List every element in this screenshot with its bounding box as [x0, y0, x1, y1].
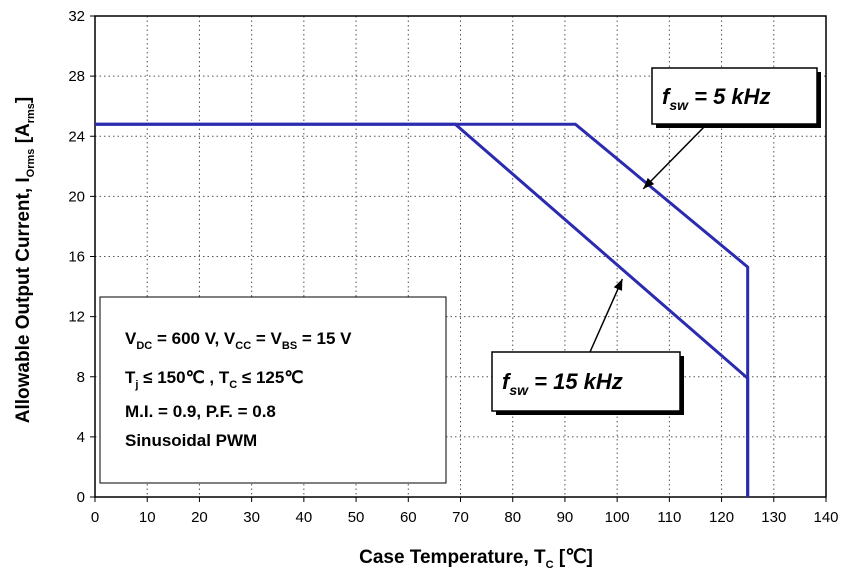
x-tick-label: 70	[452, 509, 469, 526]
x-tick-label: 110	[657, 509, 681, 526]
callout-box	[651, 67, 818, 125]
series-line	[95, 122, 750, 497]
x-tick-label: 90	[557, 509, 574, 526]
series-lines	[95, 122, 750, 497]
callout-arrow-head	[643, 177, 655, 189]
x-tick-label: 120	[709, 509, 734, 526]
condition-line: VDC = 600 V, VCC = VBS = 15 V	[125, 329, 352, 352]
y-tick-label: 24	[68, 128, 85, 145]
x-tick-label: 60	[400, 509, 417, 526]
y-axis-title: Allowable Output Current, IOrms [Arms]	[13, 97, 37, 424]
callout-label: fsw = 15 kHz	[502, 369, 623, 398]
y-tick-label: 8	[77, 369, 85, 386]
conditions-frame	[99, 296, 447, 484]
callout-arrow-line	[642, 124, 707, 190]
condition-line: Sinusoidal PWM	[125, 431, 257, 450]
y-tick-label: 12	[68, 309, 85, 326]
x-tick-label: 30	[243, 509, 260, 526]
callouts: fsw = 5 kHz fsw = 15 kHz	[491, 67, 821, 415]
x-tick-label: 130	[761, 509, 786, 526]
callout-box	[491, 351, 681, 412]
y-tick-label: 16	[68, 249, 85, 266]
y-tick-label: 20	[68, 188, 85, 205]
x-tick-label: 50	[348, 509, 365, 526]
x-tick-label: 0	[91, 509, 99, 526]
x-tick-label: 80	[504, 509, 521, 526]
x-tick-label: 20	[191, 509, 208, 526]
x-tick-label: 10	[139, 509, 156, 526]
condition-line: Tj ≤ 150℃ , TC ≤ 125℃	[125, 368, 303, 391]
callout-arrow-line	[589, 278, 624, 353]
y-tick-label: 28	[68, 68, 85, 85]
x-axis-title: Case Temperature, TC [℃]	[359, 547, 593, 571]
callout-arrow-head	[613, 279, 623, 291]
x-tick-labels: 0 10 20 30 40 50 60 70 80 90 100 110 120 130 140	[91, 497, 839, 526]
x-tick-label: 140	[813, 509, 838, 526]
x-tick-label: 100	[605, 509, 630, 526]
y-tick-label: 0	[77, 489, 85, 506]
y-tick-labels: 0 4 8 12 16 20 24 28 32	[68, 8, 95, 506]
y-tick-label: 4	[77, 429, 85, 446]
condition-line: M.I. = 0.9, P.F. = 0.8	[125, 402, 276, 421]
callout-label: fsw = 5 kHz	[662, 84, 771, 113]
x-tick-label: 40	[296, 509, 313, 526]
y-tick-label: 32	[68, 8, 85, 25]
conditions-box: VDC = 600 V, VCC = VBS = 15 V Tj ≤ 150℃ ,…	[99, 296, 447, 484]
